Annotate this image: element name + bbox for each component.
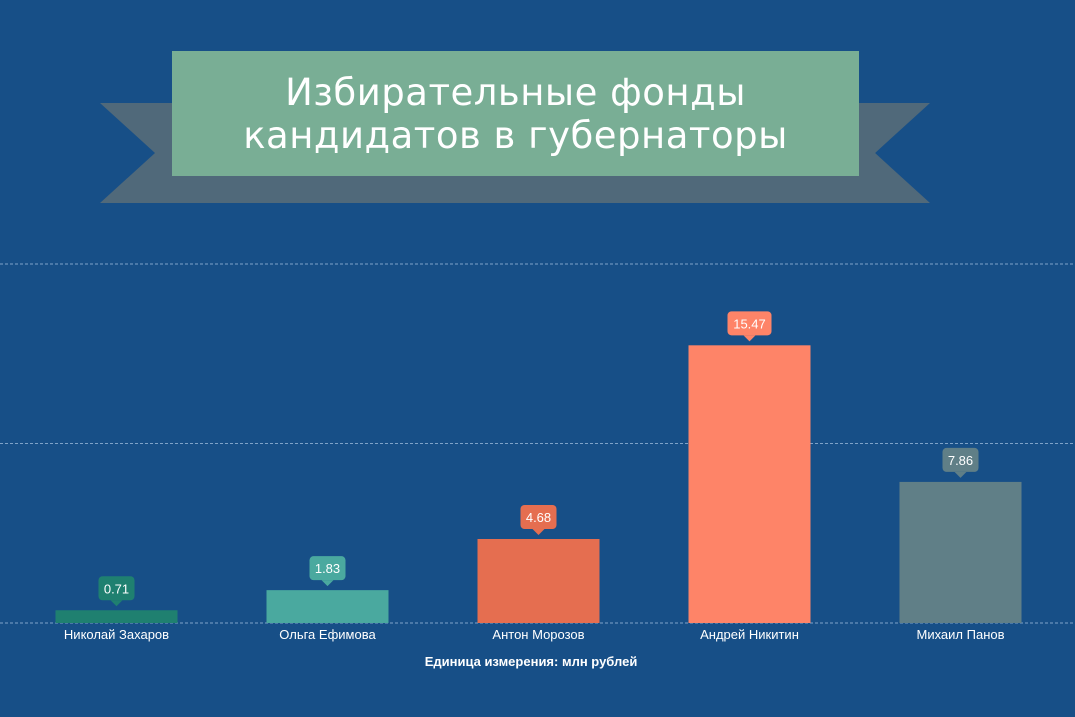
title-line-2: кандидатов в губернаторы	[243, 113, 788, 157]
value-bubble-pointer	[321, 580, 334, 587]
bar	[477, 538, 600, 623]
value-bubble-pointer	[743, 335, 756, 342]
value-label: 7.86	[948, 453, 973, 468]
value-bubble	[520, 504, 557, 529]
value-label: 15.47	[733, 316, 766, 331]
value-label: 4.68	[526, 510, 551, 525]
title-line-1: Избирательные фонды	[285, 70, 746, 114]
value-bubble	[309, 556, 346, 581]
bar	[266, 590, 389, 623]
bar	[688, 345, 811, 623]
category-label: Антон Морозов	[492, 627, 584, 642]
category-label: Николай Захаров	[64, 627, 169, 642]
value-bubble	[98, 576, 135, 601]
bar-chart: 0.71 Николай Захаров 1.83 Ольга Ефимова 4.68…	[0, 263, 1075, 642]
category-label: Михаил Панов	[916, 627, 1004, 642]
bar	[55, 610, 178, 623]
unit-note: Единица измерения: млн рублей	[424, 654, 638, 669]
value-label: 1.83	[315, 561, 340, 576]
ribbon-right-tail	[850, 103, 928, 203]
value-bubble-pointer	[532, 528, 545, 535]
value-bubble	[942, 447, 979, 472]
value-bubble	[727, 311, 772, 336]
category-label: Андрей Никитин	[700, 627, 799, 642]
category-label: Ольга Ефимова	[279, 627, 376, 642]
bar	[899, 481, 1022, 623]
value-bubble-pointer	[110, 600, 123, 607]
chart-title: Избирательные фонды кандидатов в губерна…	[172, 51, 859, 176]
title-banner: Избирательные фонды кандидатов в губерна…	[0, 0, 1075, 220]
value-label: 0.71	[104, 581, 129, 596]
value-bubble-pointer	[954, 471, 967, 478]
